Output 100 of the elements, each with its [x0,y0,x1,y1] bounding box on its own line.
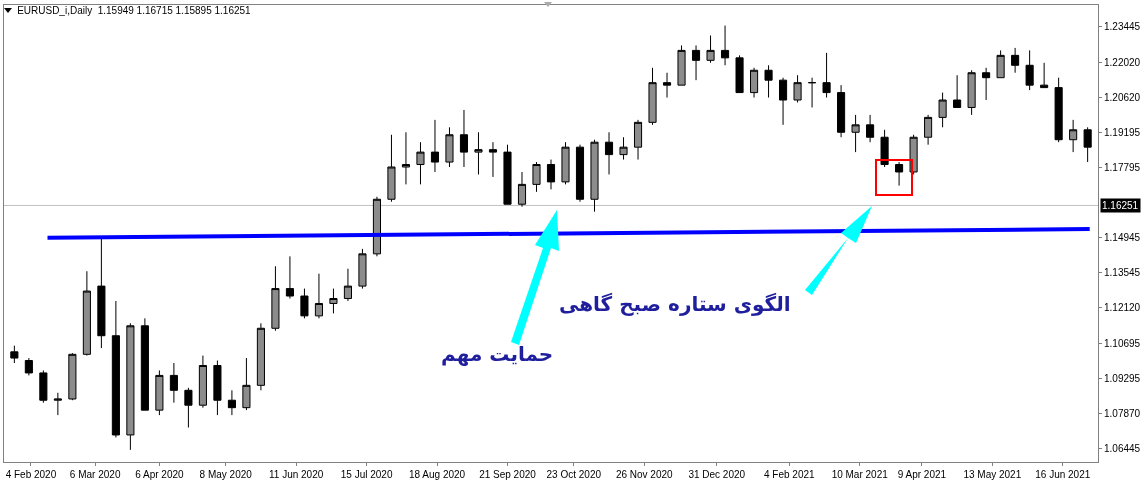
candlestick [648,67,657,126]
x-tick-label: 31 Dec 2020 [688,469,746,480]
candlestick [111,300,120,438]
candlestick [793,74,802,103]
x-tick-label: 6 Apr 2020 [135,469,185,480]
candlestick [459,109,469,168]
chart-title: EURUSD_i,Daily 1.15949 1.16715 1.15895 1.16251 [17,5,252,17]
candlestick [851,114,860,153]
candlestick [633,119,643,161]
candlestick [677,44,686,86]
candlestick [300,288,309,319]
candlestick [1054,77,1063,143]
x-tick-label: 16 Jun 2021 [1035,469,1091,480]
candlestick [430,119,440,173]
y-tick-label: 1.10695 [1104,337,1141,349]
candlestick [213,360,222,416]
candlestick [619,136,628,161]
y-tick-label: 1.20620 [1104,91,1141,103]
candlestick [97,237,106,349]
y-tick-label: 1.19195 [1104,126,1141,138]
candlestick [909,134,918,175]
candlestick [1011,47,1020,74]
y-tick-label: 1.22020 [1104,56,1141,68]
candlestick [198,355,207,409]
candlestick [329,288,338,314]
candlestick [503,144,512,205]
candlestick [779,77,788,126]
y-tick-label: 1.17795 [1104,161,1141,173]
annotation: الگوی ستاره صبح گاهی [559,292,791,316]
x-tick-label: 10 Mar 2021 [831,469,889,480]
x-tick-label: 8 May 2020 [199,469,253,480]
annotation: حمایت مهم [441,342,554,366]
x-tick-label: 18 Aug 2020 [408,469,466,480]
x-tick-label: 4 Feb 2021 [763,469,816,480]
candlestick [1083,126,1092,163]
candlestick [53,392,62,416]
candlestick [285,255,294,299]
candlestick [517,171,527,208]
candlestick [866,114,875,143]
x-tick-label: 9 Apr 2021 [897,469,947,480]
candlestick [256,322,265,391]
candlestick [82,270,91,357]
y-tick-label: 1.13545 [1104,267,1141,279]
candlestick [996,49,1005,79]
candlestick [155,369,164,416]
candlestick [1040,62,1049,89]
x-tick-label: 15 Jul 2020 [340,469,393,480]
y-tick-label: 1.09295 [1104,372,1141,384]
candlestick [68,352,77,401]
candlestick [532,161,541,193]
candlestick [953,74,962,108]
y-tick-label: 1.14945 [1104,232,1141,244]
candlestick [691,44,701,81]
candlestick [314,273,323,319]
x-tick-label: 21 Sep 2020 [479,469,537,480]
candlestick [1025,49,1034,91]
candlestick [24,357,33,376]
candlestick [662,72,672,99]
candlestick [750,67,759,99]
candlestick [227,389,236,416]
candlestick [10,345,19,364]
candlestick [895,161,904,187]
x-tick-label: 26 Nov 2020 [615,469,674,480]
candlestick [488,141,498,178]
candlestick [967,69,976,116]
candlestick [184,387,193,429]
candlestick [358,248,367,290]
candlestick [706,35,715,64]
candlestick [445,126,454,168]
y-tick-label: 1.06445 [1104,443,1141,455]
candlestick [924,114,933,146]
candlestick [590,139,599,213]
candlestick [546,159,556,190]
candlestick [764,64,773,99]
y-tick-label: 1.23445 [1104,21,1141,33]
candlestick [372,196,382,257]
x-tick-label: 13 May 2021 [963,469,1022,480]
candlestick [416,141,425,185]
candlestick [837,84,846,138]
x-tick-label: 4 Feb 2020 [5,469,57,480]
candlestick [1069,119,1078,153]
candlestick [575,144,585,203]
candlestick [169,362,178,404]
candlestick [343,268,352,302]
candlestick [271,265,280,332]
candlestick [474,131,483,175]
ref-line-label: 1.16251 [1102,200,1139,211]
candlestick [39,369,48,404]
candlestick [604,131,614,175]
x-tick-label: 23 Oct 2020 [546,469,602,480]
y-tick-label: 1.07870 [1104,407,1141,419]
candlestick [880,129,889,168]
candlestick [735,54,744,94]
candlestick [720,25,730,66]
candlestick [401,131,411,185]
candlestick [561,141,570,185]
candlestick [387,134,396,203]
candlestick [822,52,831,99]
y-tick-label: 1.12120 [1104,302,1141,314]
x-tick-label: 11 Jun 2020 [268,469,324,480]
